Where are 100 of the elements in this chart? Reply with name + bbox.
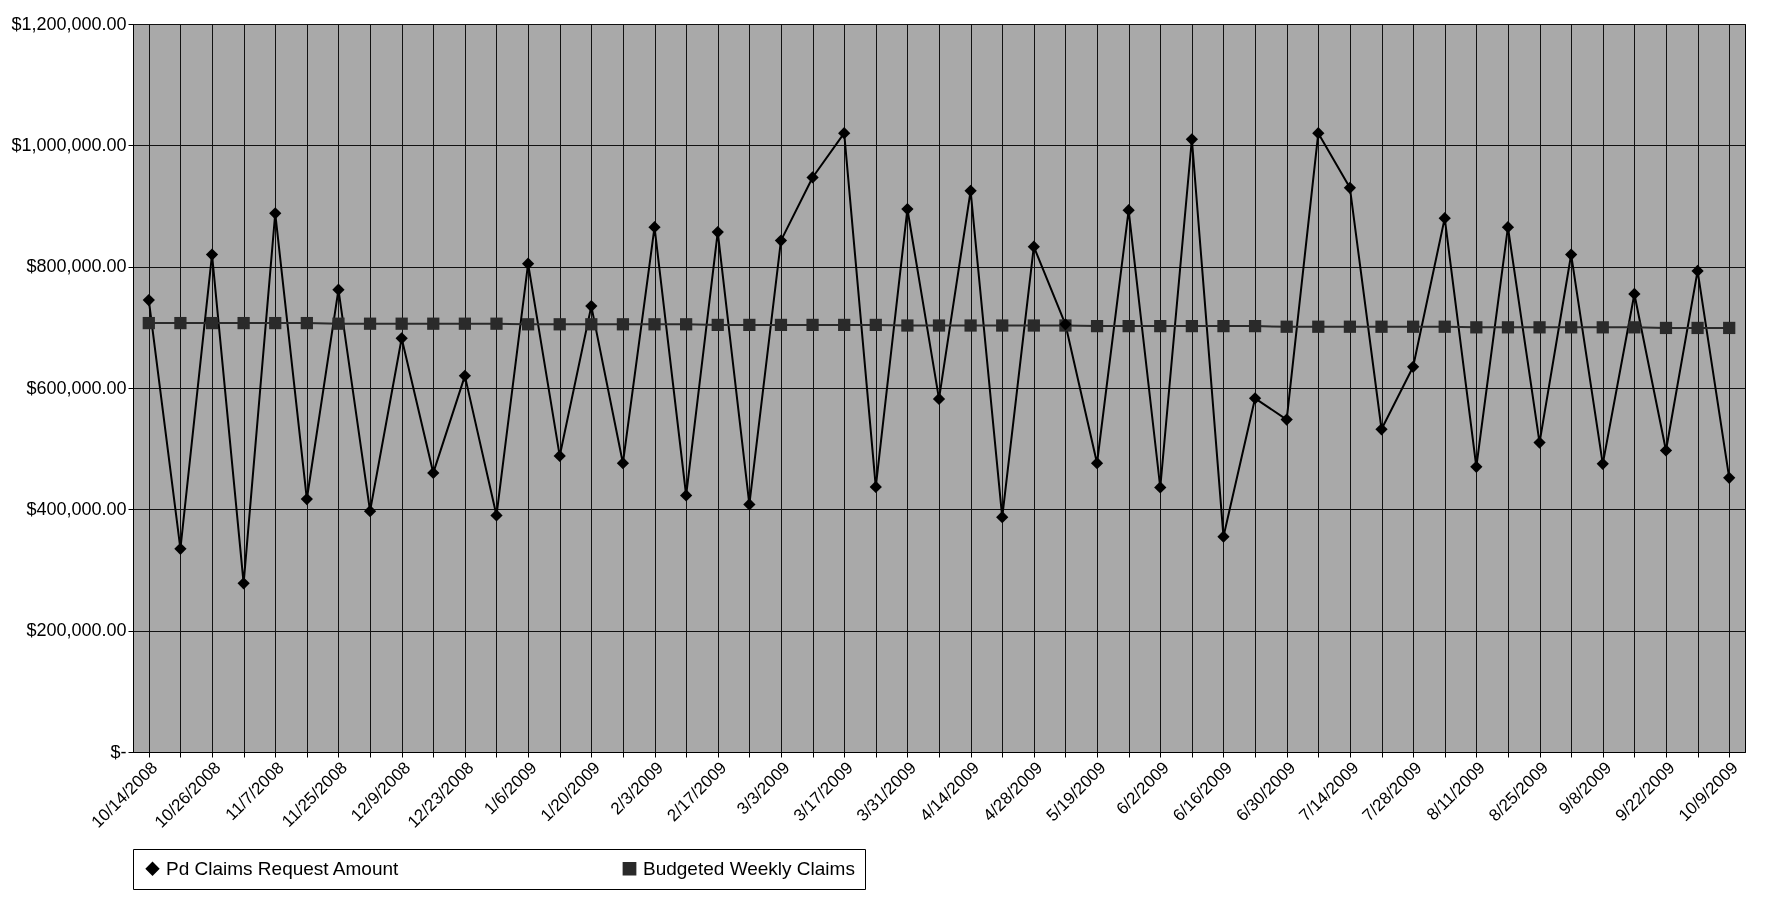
point (1723, 321, 1736, 335)
point (932, 319, 946, 332)
point (806, 318, 819, 332)
point (521, 318, 535, 331)
point (869, 318, 882, 332)
point (269, 316, 282, 330)
point (1027, 319, 1040, 332)
point (743, 318, 756, 332)
y-tick-label: $1,000,000.00 (11, 134, 127, 155)
point (521, 257, 535, 270)
y-tick-label: $- (110, 741, 127, 762)
point (1248, 392, 1262, 405)
legend-label: Budgeted Weekly Claims (643, 857, 855, 879)
point (142, 316, 155, 330)
point (1375, 320, 1388, 333)
point (585, 318, 598, 331)
point (648, 318, 661, 331)
point (1659, 321, 1673, 335)
point (1628, 287, 1641, 301)
point (616, 318, 630, 331)
point (1027, 240, 1040, 253)
point (1343, 181, 1357, 194)
point (427, 317, 440, 330)
point (1090, 320, 1104, 333)
point (996, 511, 1009, 524)
point (1565, 321, 1578, 334)
point (1501, 221, 1515, 234)
point (205, 248, 219, 261)
point (743, 498, 756, 511)
point (1565, 248, 1578, 261)
point (1406, 360, 1420, 373)
point (1185, 320, 1198, 333)
point (680, 489, 693, 502)
point (1596, 321, 1609, 334)
point (300, 316, 313, 330)
point (205, 316, 219, 330)
point (774, 234, 788, 247)
point (1280, 320, 1293, 333)
point (363, 505, 377, 518)
point (806, 171, 819, 184)
point (300, 492, 313, 506)
point (996, 319, 1009, 332)
point (1312, 320, 1325, 333)
point (1470, 321, 1483, 334)
point (838, 127, 851, 140)
point (427, 466, 440, 480)
point (142, 293, 155, 307)
point (1375, 423, 1388, 436)
point (1185, 133, 1198, 146)
y-tick-label: $400,000.00 (26, 498, 127, 519)
y-tick-label: $200,000.00 (26, 620, 127, 641)
point (237, 577, 250, 590)
point (458, 317, 472, 330)
point (1280, 413, 1293, 426)
point (901, 202, 914, 216)
point (490, 317, 503, 330)
point (932, 392, 946, 406)
point (363, 317, 377, 330)
point (1533, 321, 1546, 334)
point (1406, 320, 1420, 333)
point (1691, 264, 1704, 278)
point (774, 318, 788, 332)
point (395, 332, 408, 345)
point (838, 318, 851, 332)
point (553, 318, 566, 331)
point (174, 316, 187, 330)
point (332, 283, 345, 296)
point (395, 317, 408, 330)
point (332, 317, 345, 330)
point (680, 318, 693, 331)
point (964, 184, 977, 197)
point (269, 207, 282, 220)
point (1501, 321, 1515, 334)
point (1659, 444, 1673, 457)
point (1217, 320, 1230, 333)
point (711, 225, 724, 239)
point (1628, 321, 1641, 334)
point (1343, 320, 1357, 333)
point (1090, 457, 1104, 470)
y-tick-label: $800,000.00 (26, 256, 127, 277)
point (553, 449, 566, 463)
point (1122, 320, 1135, 333)
legend-label: Pd Claims Request Amount (166, 857, 400, 879)
point (458, 369, 472, 382)
y-tick-label: $600,000.00 (26, 377, 127, 398)
point (1248, 320, 1262, 333)
point (901, 319, 914, 332)
point (1723, 471, 1736, 484)
y-tick-label: $1,200,000.00 (11, 13, 127, 34)
point (964, 319, 977, 332)
point (1154, 320, 1167, 333)
point (869, 480, 882, 494)
point (1691, 321, 1704, 335)
point (616, 457, 630, 470)
point (711, 318, 724, 332)
point (237, 316, 250, 330)
point (1312, 127, 1325, 140)
point (1438, 320, 1451, 333)
point (585, 299, 598, 313)
point (1154, 481, 1167, 494)
